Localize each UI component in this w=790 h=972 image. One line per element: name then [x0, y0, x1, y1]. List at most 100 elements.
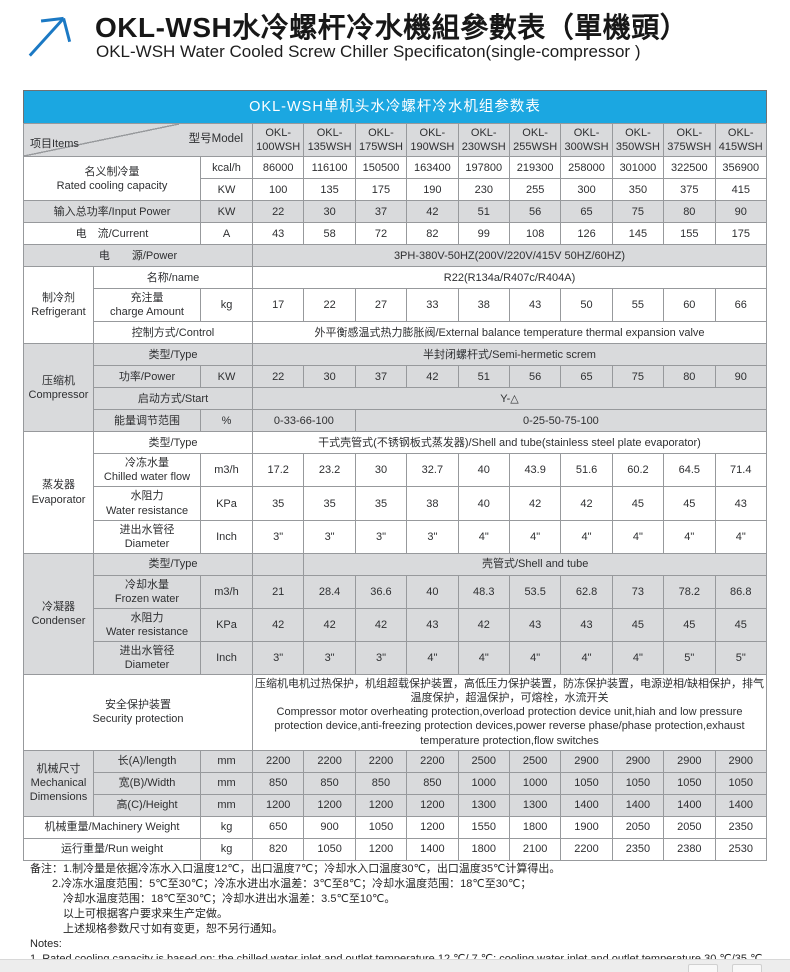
- value-cell: 1050: [611, 771, 665, 795]
- notes-block: 备注：1.制冷量是依据冷冻水入口温度12℃，出口温度7℃；冷却水入口温度30℃，…: [30, 862, 770, 967]
- row-label: 机械重量/Machinery Weight: [23, 815, 201, 839]
- table-row: 项目Items 型号Model OKL- 100WSH OKL- 135WSH OKL-…: [23, 122, 768, 158]
- row-label: 名义制冷量 Rated cooling capacity: [23, 156, 201, 202]
- model-header: OKL- 255WSH: [508, 122, 562, 158]
- value-cell: 30: [354, 453, 408, 488]
- value-cell: 43: [508, 288, 562, 323]
- value-cell: 56: [508, 365, 562, 389]
- value-cell: 43: [251, 222, 305, 246]
- table-row: 冷却水量 Frozen water m3/h 21 28.4 36.6 40 48.3 53.…: [24, 574, 768, 609]
- row-label: 类型/Type: [93, 552, 253, 576]
- cut-off-content: [732, 964, 762, 972]
- cut-off-content: [688, 964, 718, 972]
- document-header: OKL-WSH水冷螺杆冷水機組參數表（單機頭） OKL-WSH Water Co…: [0, 0, 790, 80]
- row-label: 高(C)/Height: [93, 793, 201, 817]
- value-cell: 80: [663, 200, 716, 224]
- value-cell: 1300: [457, 793, 510, 817]
- value-cell: 23.2: [303, 453, 356, 488]
- row-label: 水阻力 Water resistance: [93, 607, 201, 643]
- table-row: 充注量 charge Amount kg 17 22 27 33 38 43 50 55 60 66: [24, 288, 768, 323]
- value-cell: 219300: [508, 156, 562, 180]
- row-label: 名称/name: [93, 266, 253, 290]
- row-label: 安全保护装置 Security protection: [23, 674, 253, 751]
- row-label: 长(A)/length: [93, 749, 201, 773]
- value-cell: 51: [457, 365, 510, 389]
- value-cell: 27: [354, 288, 408, 323]
- corner-cell: 项目Items 型号Model: [23, 122, 253, 158]
- value-cell: 155: [663, 222, 716, 246]
- value-cell: 71.4: [714, 453, 768, 488]
- value-cell: 1200: [406, 793, 459, 817]
- value-cell: 65: [560, 365, 613, 389]
- value-cell: 62.8: [560, 574, 613, 609]
- unit-cell: KW: [200, 365, 253, 389]
- value-cell: 43: [560, 607, 613, 643]
- value-cell: 60: [663, 288, 716, 323]
- value-cell: 55: [611, 288, 665, 323]
- value-cell: 230: [457, 178, 510, 202]
- value-cell: 42: [406, 365, 459, 389]
- value-cell: 42: [354, 607, 408, 643]
- value-cell: 3": [303, 641, 356, 676]
- value-cell: 60.2: [611, 453, 665, 488]
- value-cell: 1200: [406, 815, 459, 839]
- value-span: 壳管式/Shell and tube: [303, 552, 767, 576]
- unit-cell: A: [200, 222, 253, 246]
- value-cell: 850: [406, 771, 459, 795]
- value-cell: 1550: [457, 815, 510, 839]
- value-cell: 150500: [354, 156, 408, 180]
- value-cell: 4": [663, 519, 716, 554]
- row-label: 充注量 charge Amount: [93, 288, 201, 323]
- value-cell: 42: [251, 607, 305, 643]
- value-cell: 45: [611, 486, 665, 521]
- value-cell: 135: [303, 178, 356, 202]
- value-cell: 1000: [457, 771, 510, 795]
- value-cell: 37: [354, 365, 408, 389]
- group-label: 蒸发器 Evaporator: [23, 431, 94, 554]
- row-label: 输入总功率/Input Power: [23, 200, 201, 224]
- value-cell: 4": [508, 641, 562, 676]
- value-cell: 45: [663, 486, 716, 521]
- value-cell: 4": [560, 641, 613, 676]
- value-cell: 75: [611, 200, 665, 224]
- group-label: 制冷剂 Refrigerant: [23, 266, 94, 345]
- value-cell: 80: [663, 365, 716, 389]
- value-cell: 33: [406, 288, 459, 323]
- value-span: 干式壳管式(不锈钢板式蒸发器)/Shell and tube(stainless…: [252, 431, 767, 455]
- value-cell: 1200: [354, 837, 408, 861]
- value-cell: 35: [251, 486, 305, 521]
- table-row: 压缩机 Compressor 类型/Type 半封闭螺杆式/Semi-hermeti…: [23, 343, 767, 433]
- value-cell: 375: [663, 178, 716, 202]
- row-label: 进出水管径 Diameter: [93, 641, 201, 676]
- table-row: 控制方式/Control 外平衡感温式热力膨胀阀/External balance…: [24, 321, 767, 345]
- value-cell: 820: [251, 837, 305, 861]
- value-cell: 42: [303, 607, 356, 643]
- table-row: 进出水管径 Diameter Inch 3" 3" 3" 4" 4" 4" 4" 4" 5" 5": [24, 641, 768, 676]
- value-cell: 650: [251, 815, 305, 839]
- value-cell: 53.5: [508, 574, 562, 609]
- unit-cell: KPa: [200, 607, 253, 643]
- value-cell: 90: [714, 365, 768, 389]
- value-cell: 43: [406, 607, 459, 643]
- table-row: 冷冻水量 Chilled water flow m3/h 17.2 23.2 30 32.…: [24, 453, 768, 488]
- value-cell: 40: [406, 574, 459, 609]
- value-cell: 51: [457, 200, 510, 224]
- value-cell: 1200: [303, 793, 356, 817]
- value-cell: 5": [714, 641, 768, 676]
- value-cell: 1000: [508, 771, 562, 795]
- value-cell: 40: [457, 486, 510, 521]
- page-edge-strip: [0, 959, 790, 972]
- value-cell: 37: [354, 200, 408, 224]
- note-line: 备注：1.制冷量是依据冷冻水入口温度12℃，出口温度7℃；冷却水入口温度30℃，…: [30, 863, 561, 875]
- model-header: OKL- 135WSH: [303, 122, 356, 158]
- value-cell: 4": [611, 519, 665, 554]
- unit-cell: KW: [200, 178, 253, 202]
- value-cell: 30: [303, 200, 356, 224]
- spec-table: 项目Items 型号Model OKL- 100WSH OKL- 135WSH OKL-…: [23, 122, 768, 861]
- value-cell: 175: [714, 222, 768, 246]
- unit-cell: kg: [200, 288, 253, 323]
- value-cell: 175: [354, 178, 408, 202]
- value-cell: 36.6: [354, 574, 408, 609]
- value-span: 半封闭螺杆式/Semi-hermetic screm: [252, 343, 767, 367]
